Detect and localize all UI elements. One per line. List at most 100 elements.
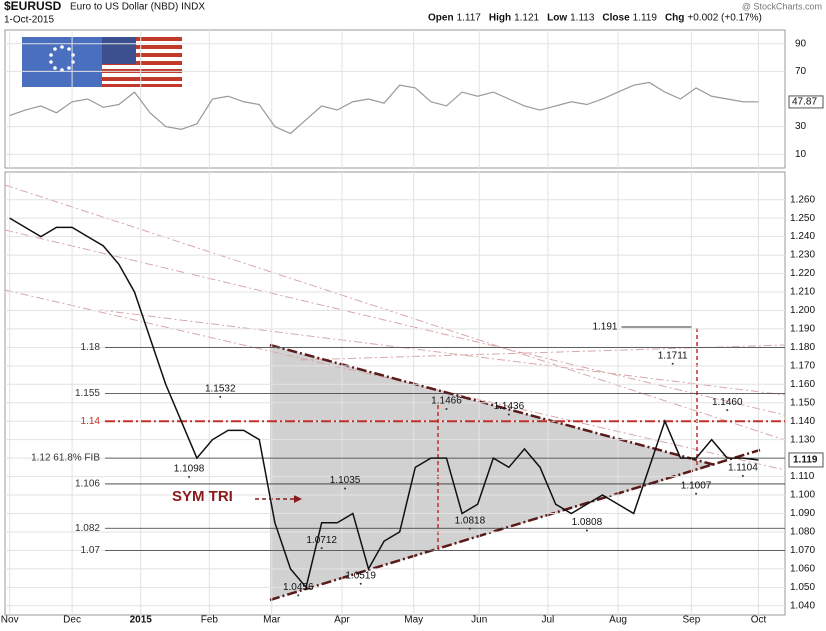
point-label: 1.0818 [455,515,486,526]
point-marker [671,362,674,365]
x-tick-label: 2015 [130,615,153,626]
last-value-label: 1.119 [793,455,818,466]
x-tick-label: Apr [334,615,350,626]
triangle-upper [269,343,716,467]
rsi-panel [4,29,786,169]
point-marker [297,594,300,597]
y-tick-label: 1.070 [790,545,815,556]
point-marker [741,474,744,477]
date-label: 1-Oct-2015 [4,15,54,26]
point-label: 1.1460 [712,397,743,408]
y-tick-label: 30 [795,121,807,132]
y-tick-label: 1.040 [790,600,815,611]
point-label: 1.1098 [174,464,205,475]
x-tick-label: May [404,615,423,626]
y-tick-label: 1.180 [790,342,815,353]
point-label: 1.1007 [681,480,712,491]
chart-subtitle: Euro to US Dollar (NBD) INDX [70,2,205,13]
ohlc-value: 1.113 [570,13,595,24]
chart-title: $EURUSD [4,0,62,13]
eu-flag [22,37,102,87]
level-label: 1.18 [81,342,101,353]
source-label: @ StockCharts.com [742,1,822,11]
ohlc-value: 1.121 [514,13,539,24]
pattern-label: SYM TRI [172,488,233,505]
ohlc-value: +0.002 (+0.17%) [687,13,762,24]
point-marker [726,409,729,412]
level-label: 1.07 [81,545,101,556]
ohlc-value: 1.117 [457,13,482,24]
flags [22,37,182,87]
point-label: 1.0519 [345,570,376,581]
us-canton [102,37,136,64]
point-label: 1.1711 [658,350,688,361]
ohlc-label: Low [547,13,567,24]
x-tick-label: Aug [609,615,627,626]
x-tick-label: Jun [471,615,487,626]
level-label: 1.14 [81,416,101,427]
point-marker [320,547,323,550]
y-tick-label: 1.210 [790,287,815,298]
point-marker [507,413,510,416]
x-tick-label: Sep [683,615,701,626]
pattern-arrowhead [294,495,302,503]
y-tick-label: 1.170 [790,360,815,371]
y-tick-label: 1.160 [790,379,815,390]
level-label: 1.082 [75,523,100,534]
triangle-pattern [270,345,715,600]
level-label: 1.12 61.8% FIB [31,453,100,464]
level-label: 1.155 [75,388,100,399]
point-marker [344,487,347,490]
target-label: 1.191 [592,322,617,333]
point-marker [468,527,471,530]
ohlc-value: 1.119 [633,13,658,24]
point-marker [445,408,448,411]
point-label: 1.1466 [431,396,462,407]
x-tick-label: Feb [201,615,219,626]
last-value-box [788,452,824,468]
point-marker [188,475,191,478]
x-tick-label: Mar [263,615,281,626]
point-marker [359,582,362,585]
ohlc-label: High [489,13,511,24]
y-tick-label: 1.140 [790,416,815,427]
x-tick-label: Nov [1,615,19,626]
y-tick-label: 1.050 [790,582,815,593]
x-tick-label: Oct [751,615,767,626]
y-tick-label: 1.240 [790,231,815,242]
x-tick-label: Dec [63,615,81,626]
y-tick-label: 90 [795,38,807,49]
point-label: 1.0712 [306,535,337,546]
x-tick-label: Jul [541,615,554,626]
point-label: 1.0456 [283,582,314,593]
ohlc-label: Chg [665,13,684,24]
y-tick-label: 1.110 [790,471,815,482]
point-label: 1.1035 [330,475,361,486]
point-label: 1.1532 [205,383,236,394]
y-tick-label: 1.200 [790,305,815,316]
point-label: 1.1436 [494,401,525,412]
y-tick-label: 1.130 [790,434,815,445]
last-value-box [788,95,824,109]
y-tick-label: 1.260 [790,194,815,205]
point-label: 1.1104 [728,462,758,473]
ohlc-label: Open [428,13,454,24]
y-tick-label: 1.250 [790,213,815,224]
y-tick-label: 10 [795,149,807,160]
point-label: 1.0808 [572,517,603,528]
ohlc-legend: Open 1.117 High 1.121 Low 1.113 Close 1.119 Chg +… [428,13,762,24]
y-tick-label: 1.220 [790,268,815,279]
price-line [9,217,759,589]
y-tick-label: 1.080 [790,527,815,538]
level-label: 1.106 [75,479,100,490]
y-tick-label: 1.090 [790,508,815,519]
rsi-line [9,81,759,135]
y-tick-label: 1.150 [790,397,815,408]
triangle-lower [269,448,761,602]
point-marker [219,395,222,398]
point-marker [695,492,698,495]
y-tick-label: 1.230 [790,250,815,261]
y-tick-label: 1.190 [790,324,815,335]
